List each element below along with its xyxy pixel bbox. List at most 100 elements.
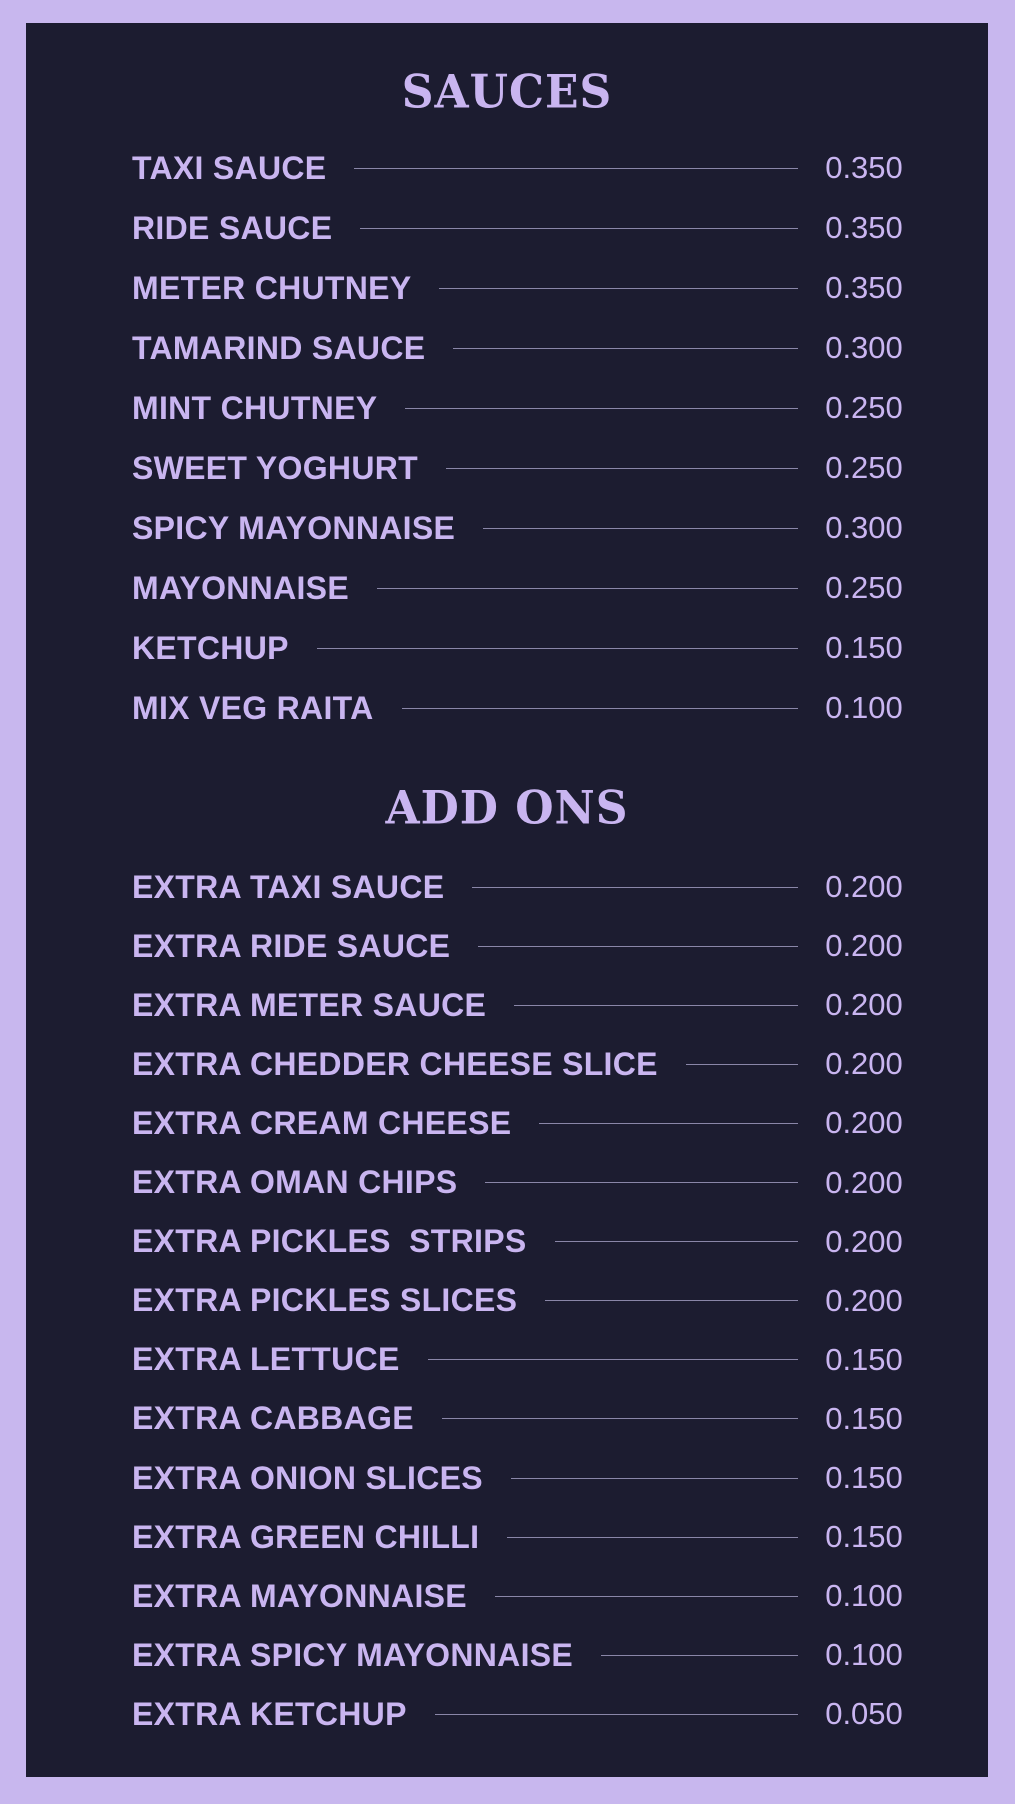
leader-line xyxy=(439,287,798,289)
item-price: 0.150 xyxy=(825,1400,903,1436)
leader-line xyxy=(478,945,798,947)
item-name: EXTRA METER SAUCE xyxy=(132,986,487,1023)
menu-item-row: EXTRA PICKLES STRIPS 0.200 xyxy=(132,1222,912,1262)
item-name: KETCHUP xyxy=(132,629,289,666)
leader-line xyxy=(685,1063,798,1065)
item-name: EXTRA PICKLES SLICES xyxy=(132,1282,518,1319)
item-name: TAXI SAUCE xyxy=(132,149,327,186)
item-price: 0.250 xyxy=(825,450,903,485)
leader-line xyxy=(494,1595,798,1597)
leader-line xyxy=(539,1122,798,1124)
item-price: 0.100 xyxy=(825,1637,903,1673)
menu-item-row: RIDE SAUCE 0.350 xyxy=(132,208,912,248)
item-price: 0.350 xyxy=(825,270,903,305)
item-name: TAMARIND SAUCE xyxy=(132,329,426,366)
menu-item-row: EXTRA METER SAUCE 0.200 xyxy=(132,985,912,1025)
addons-heading: ADD ONS xyxy=(385,781,629,836)
item-name: EXTRA CABBAGE xyxy=(132,1400,414,1437)
item-name: MINT CHUTNEY xyxy=(132,389,378,426)
item-price: 0.150 xyxy=(825,1341,903,1377)
menu-item-row: EXTRA GREEN CHILLI 0.150 xyxy=(132,1517,912,1557)
item-name: EXTRA ONION SLICES xyxy=(132,1459,483,1496)
menu-item-row: EXTRA PICKLES SLICES 0.200 xyxy=(132,1281,912,1321)
leader-line xyxy=(427,1359,798,1361)
menu-item-row: EXTRA KETCHUP 0.050 xyxy=(132,1694,912,1734)
leader-line xyxy=(453,347,798,349)
menu-item-row: EXTRA SPICY MAYONNAISE 0.100 xyxy=(132,1635,912,1675)
leader-line xyxy=(434,1713,798,1715)
item-price: 0.350 xyxy=(825,150,903,185)
leader-line xyxy=(446,467,798,469)
item-name: RIDE SAUCE xyxy=(132,209,333,246)
item-price: 0.200 xyxy=(825,1046,903,1082)
item-price: 0.250 xyxy=(825,390,903,425)
menu-item-row: EXTRA OMAN CHIPS 0.200 xyxy=(132,1163,912,1203)
item-price: 0.200 xyxy=(825,1223,903,1259)
item-name: EXTRA RIDE SAUCE xyxy=(132,927,451,964)
item-price: 0.100 xyxy=(825,690,903,725)
item-name: EXTRA CHEDDER CHEESE SLICE xyxy=(132,1045,658,1082)
menu-item-row: EXTRA CHEDDER CHEESE SLICE 0.200 xyxy=(132,1044,912,1084)
item-name: EXTRA GREEN CHILLI xyxy=(132,1518,480,1555)
leader-line xyxy=(472,886,798,888)
menu-item-row: SWEET YOGHURT 0.250 xyxy=(132,448,912,488)
item-price: 0.200 xyxy=(825,1164,903,1200)
item-price: 0.200 xyxy=(825,928,903,964)
sauces-heading: SAUCES xyxy=(401,65,613,120)
item-price: 0.100 xyxy=(825,1578,903,1614)
item-name: MAYONNAISE xyxy=(132,569,349,606)
leader-line xyxy=(514,1004,798,1006)
leader-line xyxy=(405,407,798,409)
menu-item-row: METER CHUTNEY 0.350 xyxy=(132,268,912,308)
item-price: 0.250 xyxy=(825,570,903,605)
menu-item-row: EXTRA LETTUCE 0.150 xyxy=(132,1340,912,1380)
menu-item-row: EXTRA RIDE SAUCE 0.200 xyxy=(132,926,912,966)
leader-line xyxy=(545,1300,798,1302)
leader-line xyxy=(601,1654,798,1656)
item-name: SWEET YOGHURT xyxy=(132,449,418,486)
leader-line xyxy=(485,1182,798,1183)
item-price: 0.200 xyxy=(825,869,903,904)
item-name: SPICY MAYONNAISE xyxy=(132,509,456,546)
menu-item-row: KETCHUP 0.150 xyxy=(132,628,912,668)
item-name: EXTRA TAXI SAUCE xyxy=(132,868,445,905)
leader-line xyxy=(354,167,798,169)
item-price: 0.350 xyxy=(825,210,903,245)
item-price: 0.200 xyxy=(825,1282,903,1318)
leader-line xyxy=(483,527,798,529)
item-price: 0.150 xyxy=(825,1460,903,1495)
menu-item-row: MIX VEG RAITA 0.100 xyxy=(132,688,912,728)
item-price: 0.300 xyxy=(825,510,903,545)
item-name: MIX VEG RAITA xyxy=(132,689,374,726)
item-price: 0.300 xyxy=(825,330,903,365)
menu-item-row: MINT CHUTNEY 0.250 xyxy=(132,388,912,428)
item-name: EXTRA KETCHUP xyxy=(132,1695,407,1732)
menu-item-row: TAXI SAUCE 0.350 xyxy=(132,148,912,188)
menu-item-row: EXTRA CABBAGE 0.150 xyxy=(132,1399,912,1439)
item-price: 0.150 xyxy=(825,1519,903,1555)
item-price: 0.200 xyxy=(825,987,903,1023)
item-name: EXTRA SPICY MAYONNAISE xyxy=(132,1636,574,1673)
menu-item-row: EXTRA CREAM CHEESE 0.200 xyxy=(132,1103,912,1143)
leader-line xyxy=(316,647,798,649)
menu-item-row: EXTRA TAXI SAUCE 0.200 xyxy=(132,867,912,907)
leader-line xyxy=(360,227,798,229)
leader-line xyxy=(554,1241,798,1243)
leader-line xyxy=(376,587,798,589)
item-price: 0.150 xyxy=(825,630,903,665)
leader-line xyxy=(510,1477,798,1479)
item-price: 0.050 xyxy=(825,1696,903,1732)
leader-line xyxy=(507,1536,798,1538)
menu-item-row: TAMARIND SAUCE 0.300 xyxy=(132,328,912,368)
item-name: METER CHUTNEY xyxy=(132,269,412,306)
leader-line xyxy=(441,1418,798,1420)
item-name: EXTRA MAYONNAISE xyxy=(132,1577,467,1614)
item-name: EXTRA CREAM CHEESE xyxy=(132,1104,512,1141)
item-name: EXTRA OMAN CHIPS xyxy=(132,1164,458,1200)
leader-line xyxy=(401,707,798,709)
menu-panel: SAUCES TAXI SAUCE 0.350 RIDE SAUCE 0.350 MET… xyxy=(26,23,988,1777)
menu-item-row: MAYONNAISE 0.250 xyxy=(132,568,912,608)
menu-item-row: EXTRA ONION SLICES 0.150 xyxy=(132,1458,912,1498)
item-name: EXTRA LETTUCE xyxy=(132,1341,400,1378)
item-name: EXTRA PICKLES STRIPS xyxy=(132,1223,527,1260)
